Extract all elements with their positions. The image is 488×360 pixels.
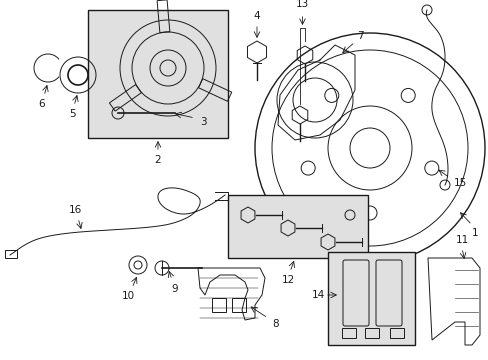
Text: 9: 9 xyxy=(171,284,178,294)
Text: 3: 3 xyxy=(199,117,206,127)
Text: 12: 12 xyxy=(281,275,294,285)
Bar xyxy=(389,328,403,338)
Text: 11: 11 xyxy=(454,235,468,245)
Text: 13: 13 xyxy=(295,0,308,9)
Text: 16: 16 xyxy=(68,205,81,215)
Text: 10: 10 xyxy=(121,291,134,301)
Bar xyxy=(364,328,378,338)
Text: 2: 2 xyxy=(154,155,161,165)
Bar xyxy=(227,195,367,258)
Text: 15: 15 xyxy=(452,178,466,188)
Bar xyxy=(327,252,414,345)
Bar xyxy=(5,250,17,258)
Text: 6: 6 xyxy=(39,99,45,109)
Text: 4: 4 xyxy=(253,11,260,21)
Text: 14: 14 xyxy=(311,290,324,300)
Text: 7: 7 xyxy=(356,31,363,41)
Bar xyxy=(212,298,225,312)
Text: 1: 1 xyxy=(471,228,477,238)
Text: 5: 5 xyxy=(68,109,75,119)
Text: 8: 8 xyxy=(272,319,279,329)
Bar xyxy=(231,298,245,312)
Bar xyxy=(341,328,355,338)
Bar xyxy=(88,10,227,138)
